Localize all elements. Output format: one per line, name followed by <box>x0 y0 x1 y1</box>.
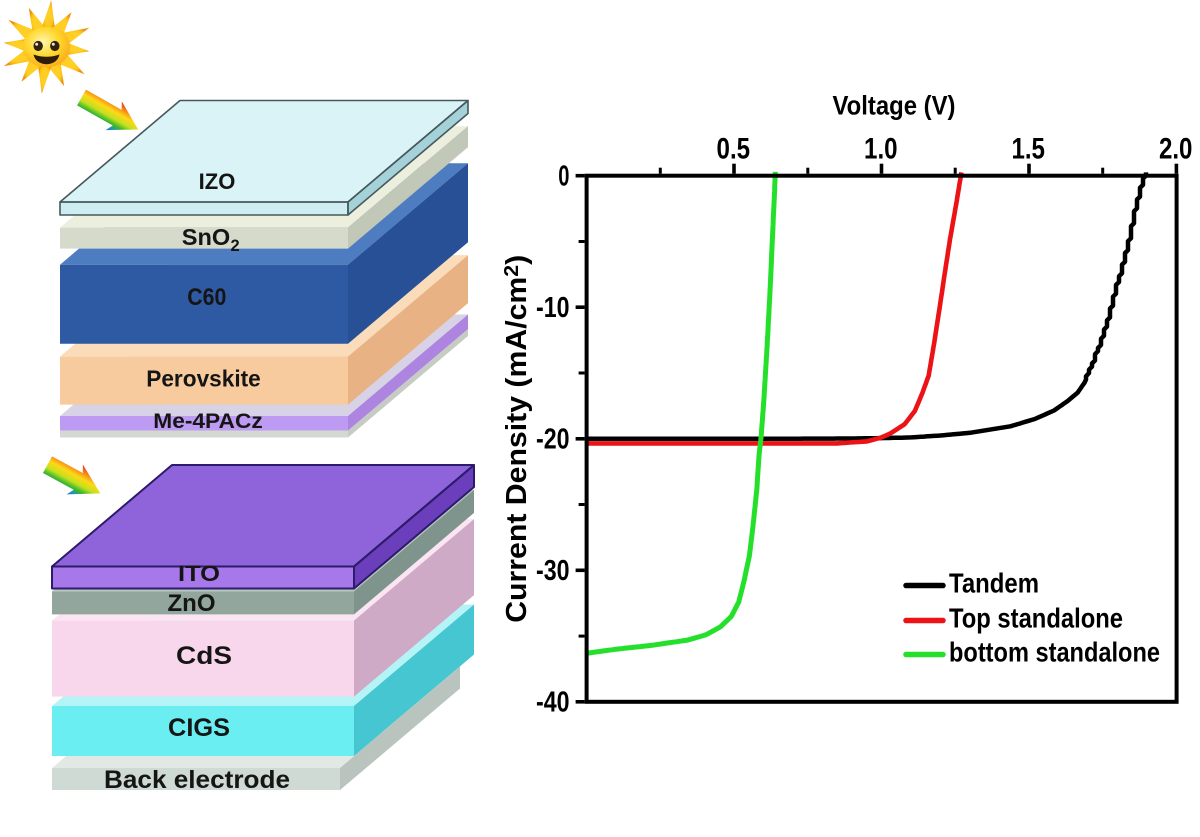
svg-text:Me-4PACz: Me-4PACz <box>153 409 263 433</box>
svg-text:0: 0 <box>558 161 569 193</box>
svg-text:IZO: IZO <box>199 169 236 194</box>
svg-text:0.5: 0.5 <box>717 133 751 166</box>
svg-text:CIGS: CIGS <box>168 714 230 742</box>
svg-text:Tandem: Tandem <box>949 568 1039 599</box>
svg-text:SnO: SnO <box>182 224 231 250</box>
svg-text:Voltage (V): Voltage (V) <box>833 91 956 121</box>
svg-text:2.0: 2.0 <box>1159 133 1193 166</box>
svg-text:-40: -40 <box>536 687 570 719</box>
svg-text:-10: -10 <box>536 292 570 324</box>
svg-text:Current Density (mA/cm2): Current Density (mA/cm2) <box>501 255 533 623</box>
svg-text:1.0: 1.0 <box>864 133 898 166</box>
svg-text:CdS: CdS <box>176 642 232 670</box>
svg-text:C60: C60 <box>187 284 226 311</box>
svg-text:-20: -20 <box>536 424 570 456</box>
svg-text:1.5: 1.5 <box>1011 133 1045 166</box>
svg-text:Perovskite: Perovskite <box>146 366 261 392</box>
svg-text:ITO: ITO <box>178 561 220 586</box>
svg-text:-30: -30 <box>536 555 570 587</box>
svg-text:bottom standalone: bottom standalone <box>949 637 1160 668</box>
svg-text:Back electrode: Back electrode <box>104 766 290 794</box>
svg-text:ZnO: ZnO <box>168 590 216 617</box>
svg-text:Top standalone: Top standalone <box>949 603 1123 634</box>
svg-text:2: 2 <box>231 237 240 255</box>
